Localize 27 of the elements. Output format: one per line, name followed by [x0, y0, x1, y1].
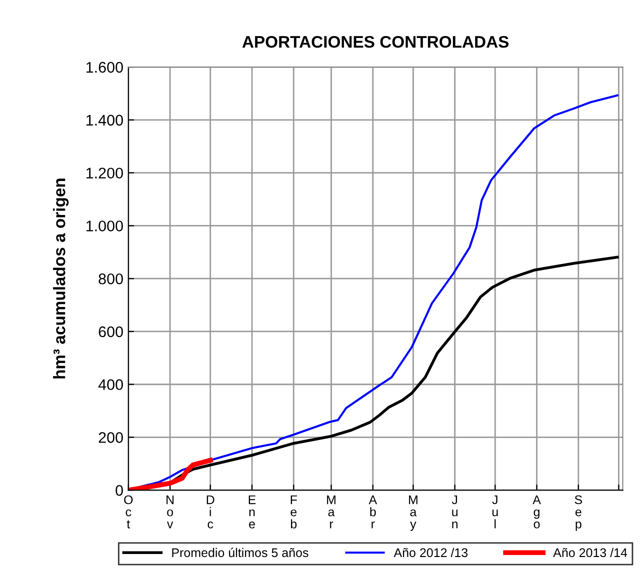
legend-label: Año 2013 /14	[553, 548, 628, 558]
y-tick-label: 1.600	[86, 62, 123, 73]
legend-label: Año 2012 /13	[394, 548, 468, 558]
x-tick-label: Ago	[532, 495, 541, 528]
x-tick-label: Dic	[206, 495, 214, 528]
x-tick-label: Jul	[492, 495, 498, 528]
x-tick-label: Nov	[166, 495, 174, 528]
y-tick-label: 1.400	[86, 114, 123, 126]
y-tick-label: 1.000	[86, 220, 123, 232]
x-tick-label: Sep	[574, 495, 582, 531]
x-tick-label: Ene	[248, 495, 256, 528]
line-series	[128, 458, 213, 490]
x-tick-label: Oct	[124, 495, 133, 528]
legend-label: Promedio últimos 5 años	[172, 548, 308, 558]
y-tick-label: 800	[98, 273, 123, 284]
x-tick-label: May	[409, 495, 418, 531]
x-tick-label: Abr	[368, 495, 378, 528]
x-tick-label: Feb	[290, 495, 297, 528]
y-tick-label: 200	[98, 432, 123, 443]
x-tick-label: Jun	[452, 495, 458, 528]
x-tick-label: Mar	[327, 495, 336, 528]
y-tick-label: 1.200	[86, 168, 123, 179]
y-tick-label: 400	[98, 379, 123, 390]
chart-title: APORTACIONES CONTROLADAS	[242, 36, 509, 48]
y-axis-title: hm³ acumulados a origen	[53, 178, 69, 378]
y-tick-label: 600	[98, 326, 123, 338]
y-tick-label: 0	[116, 485, 123, 496]
